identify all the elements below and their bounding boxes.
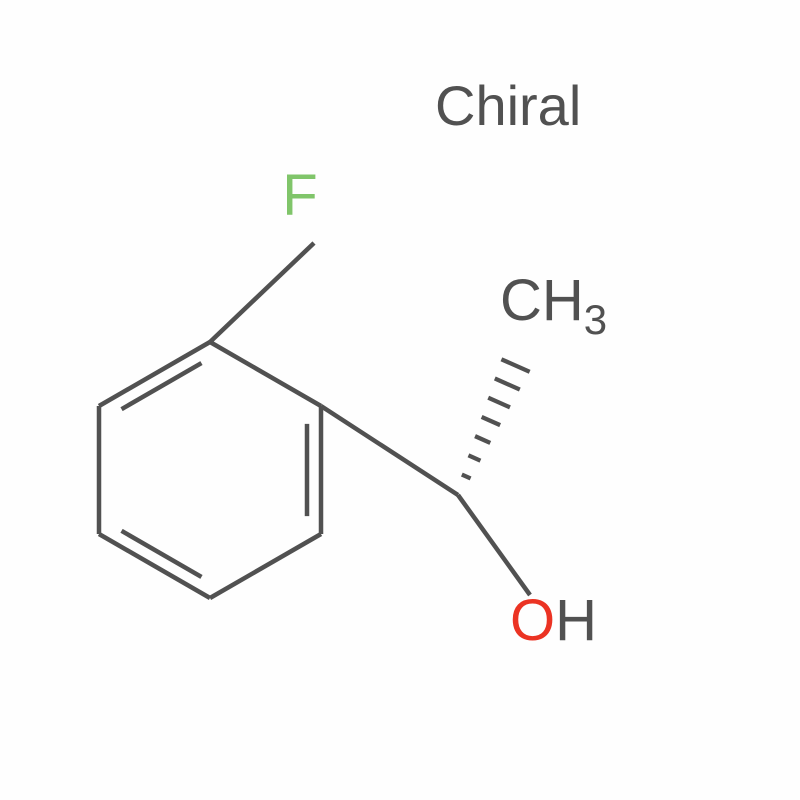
hydroxyl-group-label: OH [510,588,597,653]
molecule-diagram: Chiral F CH3 OH [0,0,800,800]
fluorine-atom-label: F [282,163,317,228]
chiral-annotation: Chiral [435,74,581,137]
methyl-group-label: CH3 [500,268,607,343]
